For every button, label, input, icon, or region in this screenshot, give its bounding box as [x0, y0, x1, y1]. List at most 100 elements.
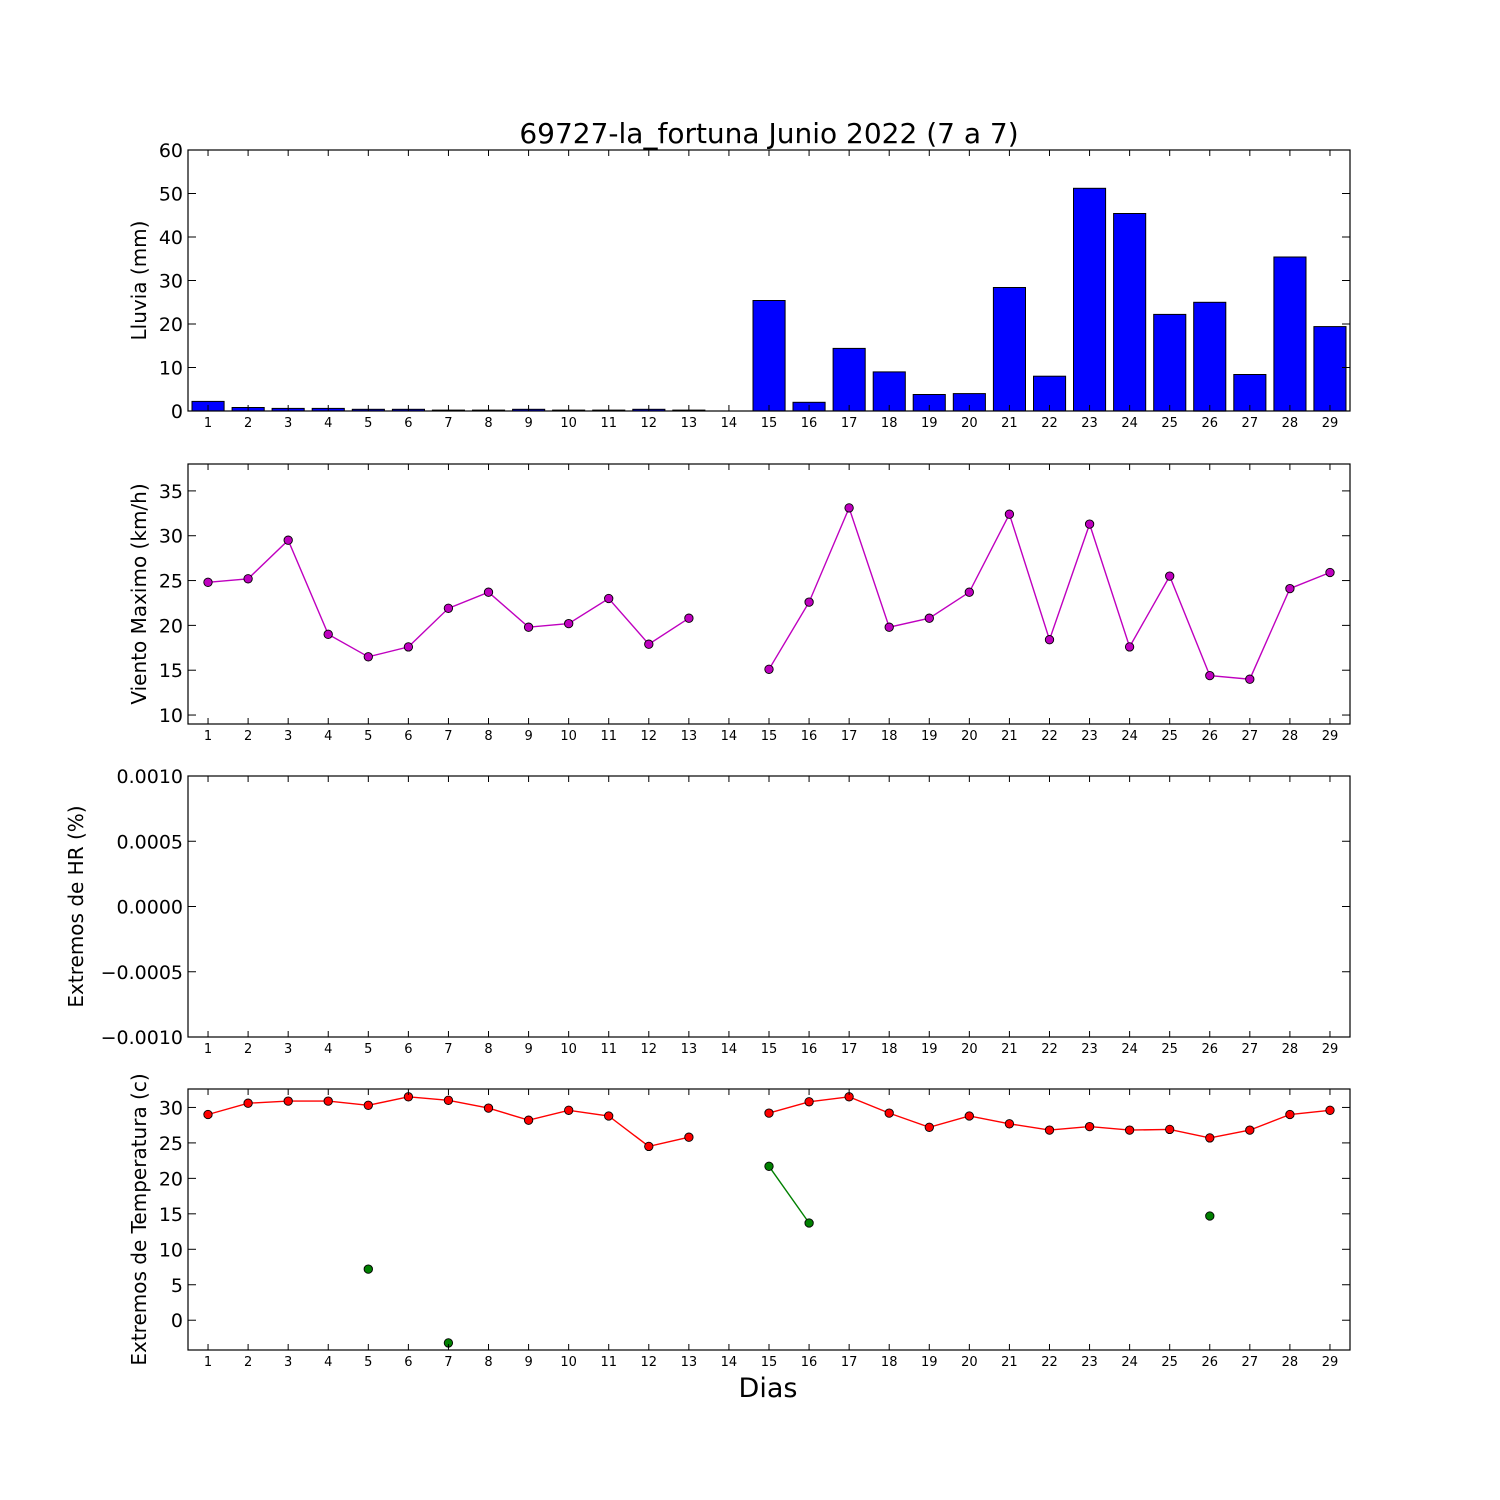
rain-bar — [1073, 187, 1107, 412]
x-tick-label: 20 — [961, 1355, 978, 1370]
x-tick-label: 2 — [244, 729, 252, 744]
x-tick-label: 21 — [1001, 729, 1018, 744]
x-tick-label: 7 — [444, 1355, 452, 1370]
wind-point — [564, 618, 574, 629]
x-tick-label: 11 — [600, 416, 617, 431]
y-tick-label: 5 — [171, 1275, 183, 1297]
y-tick-label: −0.0010 — [101, 1027, 183, 1049]
x-tick-label: 6 — [404, 416, 412, 431]
x-tick-label: 8 — [484, 1355, 492, 1370]
x-tick-label: 10 — [560, 729, 577, 744]
y-tick-label: −0.0005 — [101, 962, 183, 984]
temperature-axes-frame — [187, 1088, 1351, 1351]
temperature-point — [604, 1111, 614, 1121]
x-tick-label: 15 — [761, 1355, 778, 1370]
x-tick-label: 17 — [841, 1355, 858, 1370]
wind-series-line-0 — [207, 538, 690, 658]
x-tick-label: 19 — [921, 729, 938, 744]
x-tick-label: 19 — [921, 1042, 938, 1057]
rain-bar — [992, 287, 1027, 412]
y-tick-label: 25 — [159, 571, 183, 593]
x-tick-label: 25 — [1161, 729, 1178, 744]
x-tick-label: 22 — [1041, 1042, 1058, 1057]
x-tick-label: 15 — [761, 416, 778, 431]
wind-point — [1165, 571, 1175, 581]
x-tick-label: 14 — [721, 729, 738, 744]
wind-point — [764, 664, 774, 674]
y-tick-label: 10 — [159, 1239, 183, 1261]
temperature-point — [323, 1096, 333, 1106]
temperature-point — [1084, 1121, 1095, 1132]
x-tick-label: 3 — [284, 729, 292, 744]
x-tick-label: 4 — [324, 1042, 332, 1057]
x-tick-label: 3 — [284, 416, 292, 431]
panels: 1 2 3 4 5 6 7 8 9 10 11 12 13 14 15 16 17 18 19 20 21 22 23 24 2… — [64, 140, 1351, 1370]
temperature-point — [684, 1132, 694, 1142]
x-tick-label: 14 — [721, 1355, 738, 1370]
temperature-y-axis-label: Extremos de Temperatura (c) — [127, 1073, 151, 1365]
x-tick-label: 26 — [1201, 416, 1218, 431]
x-tick-label: 23 — [1081, 416, 1098, 431]
x-tick-label: 4 — [324, 729, 332, 744]
x-tick-label: 2 — [244, 1355, 252, 1370]
x-tick-label: 24 — [1121, 416, 1138, 431]
x-tick-label: 10 — [560, 1042, 577, 1057]
temperature-point — [924, 1122, 934, 1132]
wind-point — [844, 503, 854, 513]
x-tick-label: 27 — [1242, 416, 1259, 431]
x-tick-label: 18 — [881, 1042, 898, 1057]
temperature-point — [1124, 1125, 1135, 1135]
wind-point — [884, 622, 894, 632]
rain-panel: 1 2 3 4 5 6 7 8 9 10 11 12 13 14 15 16 17 18 19 20 21 22 23 24 2… — [127, 140, 1351, 431]
wind-point — [964, 587, 974, 597]
temperature-point — [764, 1108, 774, 1118]
x-tick-label: 22 — [1041, 416, 1058, 431]
temperature-point — [1044, 1125, 1055, 1135]
y-tick-label: 50 — [159, 184, 183, 206]
temperature-point — [964, 1111, 974, 1121]
x-tick-label: 15 — [761, 729, 778, 744]
wind-point — [604, 593, 614, 604]
figure-title: 69727-la_fortuna Junio 2022 (7 a 7) — [519, 117, 1018, 150]
wind-point — [403, 642, 414, 652]
y-tick-label: 30 — [159, 1097, 183, 1119]
x-tick-label: 6 — [404, 1355, 412, 1370]
y-tick-label: 35 — [159, 481, 183, 503]
rain-bar — [1313, 326, 1347, 412]
y-tick-label: 15 — [159, 1204, 183, 1226]
x-tick-label: 23 — [1081, 1355, 1098, 1370]
temperature-point — [804, 1097, 814, 1107]
y-tick-label: 25 — [159, 1133, 183, 1155]
x-tick-label: 9 — [524, 1355, 532, 1370]
x-tick-label: 26 — [1201, 1042, 1218, 1057]
wind-point — [1004, 509, 1015, 519]
wind-point — [243, 574, 253, 584]
temperature-point — [764, 1161, 774, 1171]
x-tick-label: 2 — [244, 1042, 252, 1057]
wind-point — [1084, 519, 1095, 529]
x-tick-label: 29 — [1322, 1042, 1339, 1057]
x-tick-label: 13 — [681, 1042, 698, 1057]
x-tick-label: 23 — [1081, 1042, 1098, 1057]
wind-point — [1044, 635, 1055, 645]
x-tick-label: 1 — [204, 416, 212, 431]
rain-bar — [1193, 301, 1227, 412]
wind-point — [363, 652, 373, 662]
temperature-point — [443, 1095, 454, 1105]
temperature-point — [483, 1103, 494, 1113]
x-tick-label: 1 — [204, 729, 212, 744]
x-tick-label: 10 — [560, 1355, 577, 1370]
x-tick-label: 20 — [961, 729, 978, 744]
temperature-point — [523, 1115, 534, 1125]
x-tick-label: 29 — [1322, 1355, 1339, 1370]
x-tick-label: 1 — [204, 1042, 212, 1057]
wind-point — [203, 577, 213, 587]
x-tick-label: 5 — [364, 729, 372, 744]
x-tick-label: 5 — [364, 1355, 372, 1370]
wind-axes-frame — [187, 463, 1351, 725]
y-tick-label: 20 — [159, 615, 183, 637]
y-tick-label: 0 — [171, 401, 183, 423]
wind-point — [1325, 567, 1335, 578]
rain-bar — [1233, 374, 1267, 412]
